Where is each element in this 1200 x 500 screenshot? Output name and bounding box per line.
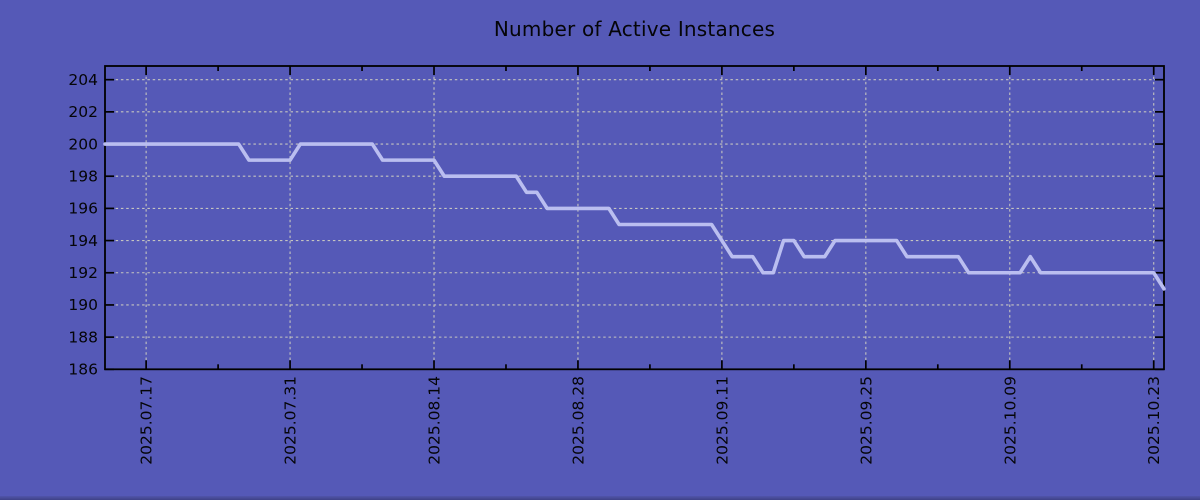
x-tick-label: 2025.07.31: [282, 376, 300, 465]
y-tick-label: 204: [68, 71, 98, 89]
chart-title: Number of Active Instances: [493, 17, 776, 41]
x-tick-label: 2025.08.28: [569, 376, 587, 465]
y-tick-label: 194: [68, 232, 98, 250]
y-tick-label: 192: [68, 264, 98, 282]
y-tick-label: 196: [68, 200, 98, 218]
x-tick-label: 2025.10.23: [1145, 376, 1163, 465]
y-tick-label: 200: [68, 135, 98, 153]
x-tick-label: 2025.09.25: [857, 376, 875, 465]
y-tick-label: 190: [68, 296, 98, 314]
y-tick-label: 198: [68, 168, 98, 186]
plot-border: [104, 65, 1165, 371]
x-tick-label: 2025.07.17: [138, 376, 156, 465]
y-tick-label: 188: [68, 328, 98, 346]
x-tick-label: 2025.08.14: [426, 376, 444, 465]
window-bottom-edge: [0, 496, 1200, 500]
y-tick-label: 202: [68, 103, 98, 121]
y-tick-label: 186: [68, 361, 98, 379]
x-tick-label: 2025.09.11: [713, 376, 731, 465]
series-line: [103, 142, 1166, 291]
x-tick-label: 2025.10.09: [1001, 376, 1019, 465]
